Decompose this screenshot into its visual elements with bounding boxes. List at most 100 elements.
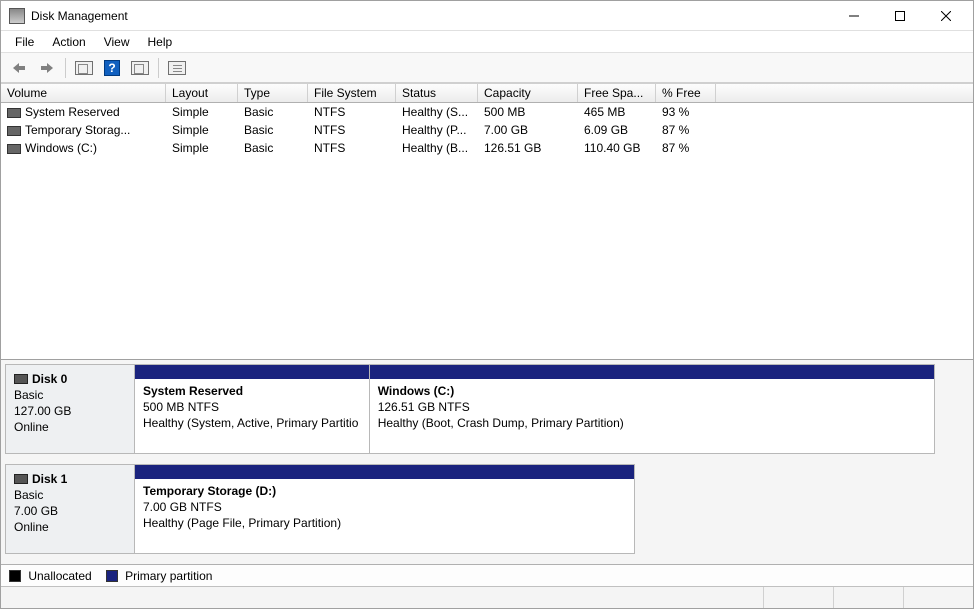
disk-partitions: System Reserved500 MB NTFSHealthy (Syste… (135, 364, 935, 454)
disk-info-panel[interactable]: Disk 1Basic7.00 GBOnline (5, 464, 135, 554)
volume-cell: 110.40 GB (578, 139, 656, 157)
volume-cell: NTFS (308, 139, 396, 157)
refresh-icon (131, 61, 149, 75)
statusbar-cell (833, 587, 903, 608)
legend-primary-swatch (106, 570, 118, 582)
properties-icon (75, 61, 93, 75)
column-header[interactable]: Type (238, 84, 308, 102)
menu-file[interactable]: File (7, 33, 42, 51)
partition-body: System Reserved500 MB NTFSHealthy (Syste… (135, 379, 369, 453)
volume-cell: 6.09 GB (578, 121, 656, 139)
volume-cell: NTFS (308, 121, 396, 139)
column-header[interactable]: Volume (1, 84, 166, 102)
partition[interactable]: Windows (C:)126.51 GB NTFSHealthy (Boot,… (370, 365, 934, 453)
volume-cell: Temporary Storag... (1, 121, 166, 139)
legend-primary-label: Primary partition (125, 569, 212, 583)
close-button[interactable] (923, 2, 969, 30)
toolbar-list-button[interactable] (165, 56, 189, 80)
toolbar-help-button[interactable]: ? (100, 56, 124, 80)
disk-info-panel[interactable]: Disk 0Basic127.00 GBOnline (5, 364, 135, 454)
column-header[interactable]: Status (396, 84, 478, 102)
column-header[interactable]: File System (308, 84, 396, 102)
volume-row[interactable]: Windows (C:)SimpleBasicNTFSHealthy (B...… (1, 139, 973, 157)
statusbar-fill (1, 587, 763, 608)
column-header[interactable]: % Free (656, 84, 716, 102)
volume-list-pane: VolumeLayoutTypeFile SystemStatusCapacit… (1, 83, 973, 360)
volume-list-header[interactable]: VolumeLayoutTypeFile SystemStatusCapacit… (1, 83, 973, 103)
legend-primary: Primary partition (106, 569, 213, 583)
toolbar-separator (65, 58, 66, 78)
disk-scroll-area[interactable]: Disk 0Basic127.00 GBOnlineSystem Reserve… (1, 360, 973, 564)
volume-cell: Simple (166, 121, 238, 139)
partition-color-bar (370, 365, 934, 379)
statusbar (1, 586, 973, 608)
help-icon: ? (104, 60, 120, 76)
titlebar[interactable]: Disk Management (1, 1, 973, 31)
disk-management-window: Disk Management File Action View Help (0, 0, 974, 609)
column-header-filler (716, 84, 973, 102)
column-header[interactable]: Free Spa... (578, 84, 656, 102)
volume-cell: Healthy (B... (396, 139, 478, 157)
volume-row[interactable]: Temporary Storag...SimpleBasicNTFSHealth… (1, 121, 973, 139)
partition-subtitle: 500 MB NTFS (143, 399, 361, 415)
partition-subtitle: 126.51 GB NTFS (378, 399, 926, 415)
partition[interactable]: System Reserved500 MB NTFSHealthy (Syste… (135, 365, 370, 453)
toolbar: ? (1, 53, 973, 83)
volume-cell: Basic (238, 139, 308, 157)
partition-name: Temporary Storage (D:) (143, 483, 626, 499)
menu-help[interactable]: Help (140, 33, 181, 51)
partition-subtitle: 7.00 GB NTFS (143, 499, 626, 515)
menubar: File Action View Help (1, 31, 973, 53)
volume-row[interactable]: System ReservedSimpleBasicNTFSHealthy (S… (1, 103, 973, 121)
window-controls (831, 2, 969, 30)
partition-detail: Healthy (Boot, Crash Dump, Primary Parti… (378, 415, 926, 431)
volume-cell: Basic (238, 103, 308, 121)
statusbar-cell (763, 587, 833, 608)
column-header[interactable]: Capacity (478, 84, 578, 102)
statusbar-cell (903, 587, 973, 608)
partition-detail: Healthy (Page File, Primary Partition) (143, 515, 626, 531)
disk-label: Disk 1 (32, 472, 67, 486)
volume-cell: 87 % (656, 121, 973, 139)
window-title: Disk Management (31, 9, 128, 23)
volume-cell: Simple (166, 139, 238, 157)
volume-list-body[interactable]: System ReservedSimpleBasicNTFSHealthy (S… (1, 103, 973, 359)
disk-type: Basic (14, 487, 126, 503)
volume-cell: System Reserved (1, 103, 166, 121)
disk-size: 7.00 GB (14, 503, 126, 519)
volume-icon (7, 144, 21, 154)
minimize-icon (849, 11, 859, 21)
volume-cell: Basic (238, 121, 308, 139)
toolbar-forward-button[interactable] (35, 56, 59, 80)
partition-body: Temporary Storage (D:)7.00 GB NTFSHealth… (135, 479, 634, 553)
menu-action[interactable]: Action (44, 33, 93, 51)
disk-size: 127.00 GB (14, 403, 126, 419)
volume-icon (7, 126, 21, 136)
column-header[interactable]: Layout (166, 84, 238, 102)
toolbar-properties-button[interactable] (72, 56, 96, 80)
forward-icon (40, 62, 54, 74)
volume-cell: Windows (C:) (1, 139, 166, 157)
menu-view[interactable]: View (96, 33, 138, 51)
close-icon (941, 11, 951, 21)
toolbar-refresh-button[interactable] (128, 56, 152, 80)
volume-cell: NTFS (308, 103, 396, 121)
partition[interactable]: Temporary Storage (D:)7.00 GB NTFSHealth… (135, 465, 634, 553)
volume-cell: 87 % (656, 139, 973, 157)
partition-body: Windows (C:)126.51 GB NTFSHealthy (Boot,… (370, 379, 934, 453)
minimize-button[interactable] (831, 2, 877, 30)
partition-name: Windows (C:) (378, 383, 926, 399)
disk-type: Basic (14, 387, 126, 403)
disk-row: Disk 1Basic7.00 GBOnlineTemporary Storag… (5, 464, 969, 554)
volume-icon (7, 108, 21, 118)
disk-status: Online (14, 519, 126, 535)
maximize-button[interactable] (877, 2, 923, 30)
volume-cell: 465 MB (578, 103, 656, 121)
toolbar-back-button[interactable] (7, 56, 31, 80)
back-icon (12, 62, 26, 74)
disk-icon (14, 374, 28, 384)
legend-unallocated-label: Unallocated (28, 569, 91, 583)
volume-cell: Simple (166, 103, 238, 121)
toolbar-separator (158, 58, 159, 78)
partition-color-bar (135, 465, 634, 479)
